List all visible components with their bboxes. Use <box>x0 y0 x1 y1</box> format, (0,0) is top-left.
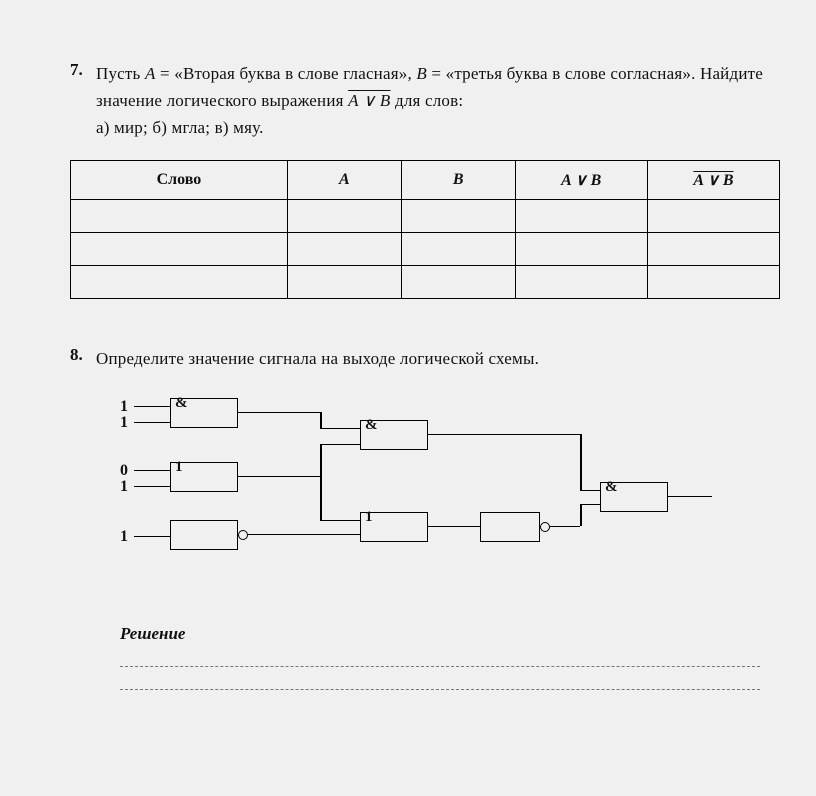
truth-table: Слово A B A ∨ B A ∨ B <box>70 160 780 299</box>
gate-or-2: 1 <box>360 512 428 542</box>
gate-or-2-label: 1 <box>365 509 373 526</box>
p7-B-label: B <box>416 64 427 83</box>
problem-8-text: Определите значение сигнала на выходе ло… <box>96 345 539 372</box>
gate-and-3: & <box>600 482 668 512</box>
problem-8: 8. Определите значение сигнала на выходе… <box>70 345 766 372</box>
th-notAorB-text: A ∨ B <box>693 172 733 189</box>
gate-or-1: 1 <box>170 462 238 492</box>
inverter-bubble-icon <box>540 522 550 532</box>
th-A-text: A <box>339 171 350 188</box>
table-header-row: Слово A B A ∨ B A ∨ B <box>71 160 780 199</box>
gate-and-3-label: & <box>605 479 618 496</box>
blank-line <box>120 666 760 667</box>
wire <box>320 428 360 430</box>
wire <box>320 444 322 476</box>
wire <box>580 490 600 492</box>
p7-eq1: = <box>156 64 175 83</box>
p7-part3: для слов: <box>391 91 464 110</box>
p7-part1: Пусть <box>96 64 145 83</box>
wire <box>320 520 360 522</box>
wire <box>238 412 320 414</box>
wire-output <box>668 496 712 498</box>
logic-circuit: 1 1 0 1 1 & 1 <box>120 394 720 584</box>
gate-and-1-label: & <box>175 395 188 412</box>
th-AorB: A ∨ B <box>515 160 647 199</box>
wire <box>134 406 170 408</box>
wire <box>428 526 480 528</box>
blank-line <box>120 689 760 690</box>
page: 7. Пусть A = «Вторая буква в слове гласн… <box>0 0 816 796</box>
th-AorB-text: A ∨ B <box>561 172 601 189</box>
wire <box>580 504 600 506</box>
table-row <box>71 232 780 265</box>
p7-options: а) мир; б) мгла; в) мяу. <box>96 118 264 137</box>
gate-and-2: & <box>360 420 428 450</box>
p7-qc2: » <box>682 64 691 83</box>
p7-qo1: « <box>174 64 183 83</box>
p7-expr-text: A ∨ B <box>348 91 390 110</box>
wire <box>238 476 320 478</box>
solution-label: Решение <box>120 624 766 644</box>
wire <box>134 486 170 488</box>
p7-B-def: третья бук­ва в слове согласная <box>454 64 682 83</box>
input-1b: 1 <box>120 414 128 432</box>
wire <box>134 422 170 424</box>
gate-buffer <box>480 512 540 542</box>
input-1d: 1 <box>120 528 128 546</box>
table-row <box>71 199 780 232</box>
p7-A-def: Вторая буква в слове гласная <box>183 64 399 83</box>
th-word: Слово <box>71 160 288 199</box>
th-B-text: B <box>453 171 464 188</box>
th-B: B <box>401 160 515 199</box>
wire <box>134 536 170 538</box>
table-row <box>71 265 780 298</box>
problem-7: 7. Пусть A = «Вторая буква в слове гласн… <box>70 60 766 142</box>
gate-and-2-label: & <box>365 417 378 434</box>
p7-expr: A ∨ B <box>348 91 390 110</box>
wire <box>134 470 170 472</box>
th-A: A <box>287 160 401 199</box>
wire <box>248 534 360 536</box>
wire <box>320 476 322 520</box>
gate-or-1-label: 1 <box>175 459 183 476</box>
problem-8-number: 8. <box>70 345 96 365</box>
wire <box>320 444 360 446</box>
wire <box>550 526 580 528</box>
wire <box>580 434 582 490</box>
th-notAorB: A ∨ B <box>647 160 779 199</box>
gate-not-1 <box>170 520 238 550</box>
inverter-bubble-icon <box>238 530 248 540</box>
wire <box>320 412 322 428</box>
gate-and-1: & <box>170 398 238 428</box>
wire <box>580 504 582 526</box>
wire <box>428 434 580 436</box>
input-1c: 1 <box>120 478 128 496</box>
p7-eq2: = <box>427 64 446 83</box>
problem-7-number: 7. <box>70 60 96 80</box>
p7-A-label: A <box>145 64 156 83</box>
problem-7-text: Пусть A = «Вторая буква в слове гласная »… <box>96 60 766 142</box>
